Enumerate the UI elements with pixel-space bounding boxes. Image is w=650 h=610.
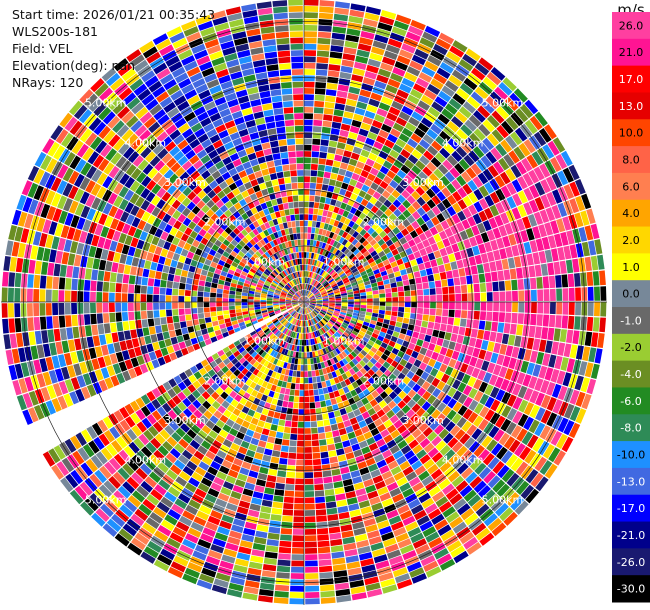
colorbar-tick-label: 17.0 (619, 73, 644, 86)
field-label: Field: VEL (12, 41, 73, 56)
gate-group-17.0 (8, 38, 599, 590)
colorbar-tick-label: 1.0 (622, 261, 640, 274)
colorbar-tick-label: 13.0 (619, 100, 644, 113)
range-ring-label: 4.00km (125, 454, 167, 467)
colorbar-tick-label: -26.0 (617, 556, 645, 569)
colorbar-tick-label: -21.0 (617, 529, 645, 542)
colorbar-swatch (612, 414, 650, 442)
range-ring-label: 4.00km (125, 136, 167, 149)
colorbar-swatch (612, 575, 650, 603)
radar-ppi-plot: 1.00km 1.00km 1.00km 1.00km 2.00km 2.00km 2.00… (1, 0, 607, 605)
colorbar-tick-label: 6.0 (622, 180, 640, 193)
colorbar-swatch (612, 12, 650, 40)
range-ring-label: 1.00km (323, 335, 365, 348)
range-ring-label: 5.00km (85, 97, 127, 110)
range-ring-label: 2.00km (363, 216, 405, 229)
colorbar-tick-label: -17.0 (617, 502, 645, 515)
range-ring-label: 1.00km (323, 255, 365, 268)
colorbar-tick-label: -13.0 (617, 475, 645, 488)
range-ring-label: 3.00km (402, 176, 444, 189)
colorbar-tick-label: 26.0 (619, 19, 644, 32)
colorbar-swatch (612, 333, 650, 362)
range-ring-label: 3.00km (402, 414, 444, 427)
colorbar-tick-label: -2.0 (620, 341, 641, 354)
colorbar-swatch (612, 226, 650, 254)
nrays-label: NRays: 120 (12, 75, 84, 90)
colorbar-tick-label: -10.0 (617, 449, 645, 462)
colorbar-swatch (612, 548, 650, 576)
colorbar-tick-label: -8.0 (620, 422, 641, 435)
gate-group--17.0 (8, 16, 603, 592)
range-ring-label: 2.00km (204, 374, 246, 387)
range-ring-label: 4.00km (442, 136, 484, 149)
colorbar-swatch (612, 38, 650, 67)
instrument-label: WLS200s-181 (12, 24, 98, 39)
colorbar-swatch (612, 146, 650, 174)
start-time-label: Start time: 2026/01/21 00:35:43 (12, 7, 216, 22)
colorbar-tick-label: 4.0 (622, 207, 640, 220)
range-ring-label: 5.00km (482, 493, 524, 506)
range-ring-label: 1.00km (244, 255, 286, 268)
gate-group--1.0 (36, 22, 587, 579)
radar-gates (1, 0, 607, 605)
colorbar-tick-label: -1.0 (620, 314, 641, 327)
colorbar-swatch (612, 92, 650, 120)
colorbar-swatch (612, 280, 650, 308)
colorbar-tick-label: -4.0 (620, 368, 641, 381)
colorbar-swatch (612, 360, 650, 388)
gate-group-2.0 (7, 5, 590, 595)
colorbar-tick-label: 2.0 (622, 234, 640, 247)
gate-group--30.0 (14, 19, 607, 597)
gate-group-21.0 (2, 28, 600, 601)
colorbar-swatch (612, 441, 650, 469)
range-ring-label: 2.00km (204, 216, 246, 229)
range-ring-label: 4.00km (442, 454, 484, 467)
colorbar-swatch (612, 521, 650, 549)
colorbar-swatch (612, 199, 650, 228)
colorbar-tick-label: 0.0 (622, 288, 640, 301)
colorbar-tick-label: 10.0 (619, 127, 644, 140)
colorbar-tick-label: 21.0 (619, 46, 644, 59)
colorbar-swatch (612, 65, 650, 93)
range-ring-label: 2.00km (363, 374, 405, 387)
colorbar-swatch (612, 172, 650, 201)
colorbar-swatch (612, 387, 650, 415)
colorbar-swatch (612, 494, 650, 523)
gate-group--6.0 (22, 18, 601, 598)
colorbar-tick-label: -30.0 (617, 583, 645, 596)
range-ring-label: 1.00km (244, 335, 286, 348)
range-ring-label: 5.00km (482, 97, 524, 110)
colorbar-swatch (612, 253, 650, 281)
colorbar-tick-label: -6.0 (620, 395, 641, 408)
colorbar-tick-label: 8.0 (622, 154, 640, 167)
colorbar-swatch (612, 307, 650, 335)
scan-info: Start time: 2026/01/21 00:35:43 WLS200s-… (12, 6, 215, 91)
colorbar-swatch (612, 119, 650, 147)
gate-group--26.0 (3, 0, 586, 595)
colorbar-swatch (612, 467, 650, 496)
range-ring-label: 3.00km (164, 414, 206, 427)
range-ring-label: 3.00km (164, 176, 206, 189)
colorbar: 26.0 21.0 17.0 13.0 10.0 8.0 6.0 4.0 2.0 1.0 0.0 -1… (612, 12, 650, 603)
elevation-label: Elevation(deg): nan (12, 58, 136, 73)
range-ring-label: 5.00km (85, 493, 127, 506)
